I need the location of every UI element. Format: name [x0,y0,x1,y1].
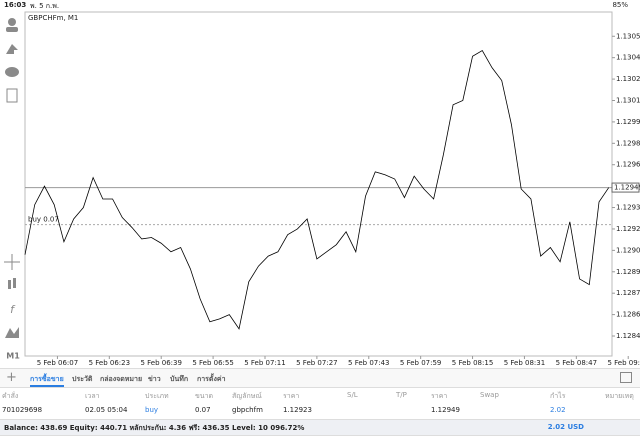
trade-icon[interactable] [6,44,18,54]
account-icon[interactable] [8,18,16,26]
y-tick-label: 1.13010 [616,96,640,104]
table-cell: 1.12923 [283,406,312,414]
y-tick-label: 1.12935 [616,204,640,212]
table-row: 701029698 02.05 05:04 buy 0.07 gbpchfm 1.1292… [0,403,640,417]
column-header: S/L [347,391,358,399]
y-tick-label: 1.13055 [616,32,640,40]
table-cell: 02.05 05:04 [85,406,128,414]
y-tick-label: 1.12980 [616,139,640,147]
plot-frame [24,11,613,357]
status-battery: 85% [612,1,628,9]
timeframe-label[interactable]: M1 [6,352,20,361]
y-tick-label: 1.12995 [616,118,640,126]
y-tick-label: 1.13025 [616,75,640,83]
price-box-label: 1.12949 [614,184,640,192]
x-tick-label: 5 Feb 07:11 [244,359,285,367]
column-header: ขนาด [195,392,214,400]
x-tick-label: 5 Feb 07:27 [296,359,337,367]
price-box [611,182,640,193]
tab[interactable]: กล่องจดหมาย [100,375,143,383]
price-line-series [24,49,610,330]
column-header: คำสั่ง [2,392,19,400]
footer-bar: Balance: 438.69 Equity: 440.71 หลักประกั… [0,419,640,436]
x-tick-label: 5 Feb 08:47 [556,359,597,367]
status-time: 16:03 [4,1,27,9]
tab[interactable]: บันทึก [170,375,189,383]
total-profit: 2.02 USD [547,423,584,431]
crosshair-icon[interactable] [4,254,20,270]
x-tick-label: 5 Feb 08:31 [504,359,545,367]
objects-icon[interactable] [5,327,19,338]
account-icon-body [6,27,18,32]
y-tick-label: 1.13040 [616,54,640,62]
column-header: ราคา [283,392,300,400]
table-cell: buy [145,406,159,414]
table-cell: gbpchfm [232,406,263,414]
x-tick-label: 5 Feb 07:59 [400,359,441,367]
side-toolbar: f [4,18,20,338]
x-tick-label: 5 Feb 07:43 [348,359,389,367]
chat-icon[interactable] [5,67,19,77]
column-header: หมายเหตุ [605,392,634,400]
tab[interactable]: การซื้อขาย [30,374,64,387]
account-summary: Balance: 438.69 Equity: 440.71 หลักประกั… [4,424,305,432]
column-header: T/P [396,391,407,399]
tab[interactable]: การตั้งค่า [197,375,226,383]
status-date: พ. 5 ก.พ. [30,2,60,10]
column-header: Swap [480,391,499,399]
candle-icon-2 [13,278,16,288]
column-header: ราคา [431,392,448,400]
candle-icon[interactable] [8,280,11,289]
tab[interactable]: ประวัติ [72,375,93,383]
new-order-icon[interactable] [6,88,18,103]
table-header: คำสั่ง เวลา ประเภท ขนาด สัญลักษณ์ ราคา S/L T/P ร… [0,388,640,402]
table-cell: 1.12949 [431,406,460,414]
x-tick-label: 5 Feb 06:07 [37,359,78,367]
order-line-label: buy 0.07 [28,216,59,224]
x-tick-label: 5 Feb 09:03 [607,359,640,367]
y-tick-label: 1.12890 [616,268,640,276]
y-tick-label: 1.12860 [616,311,640,319]
layout-button[interactable] [620,372,632,383]
x-tick-label: 5 Feb 06:55 [192,359,233,367]
tab[interactable]: ข่าว [148,375,161,383]
chart-view: f M1 GBPCHFm, M1 1.13055 1.13040 1.13025 1.… [4,11,640,367]
table-cell: 2.02 [550,406,566,414]
x-tick-label: 5 Feb 06:23 [89,359,130,367]
chart-title: GBPCHFm, M1 [28,14,78,22]
x-tick-label: 5 Feb 08:15 [452,359,493,367]
y-tick-label: 1.12875 [616,289,640,297]
column-header: กำไร [550,392,566,400]
column-header: เวลา [85,392,100,400]
tab-bar: + การซื้อขาย ประวัติ กล่องจดหมาย ข่าว บันทึก… [0,368,640,388]
table-cell: 701029698 [2,406,43,414]
y-tick-label: 1.12920 [616,225,640,233]
add-button[interactable]: + [6,370,17,385]
column-header: สัญลักษณ์ [232,392,262,400]
column-header: ประเภท [145,392,169,400]
table-cell: 0.07 [195,406,211,414]
indicator-icon[interactable]: f [10,303,16,316]
x-tick-label: 5 Feb 06:39 [140,359,181,367]
y-tick-label: 1.12905 [616,246,640,254]
y-tick-label: 1.12965 [616,161,640,169]
